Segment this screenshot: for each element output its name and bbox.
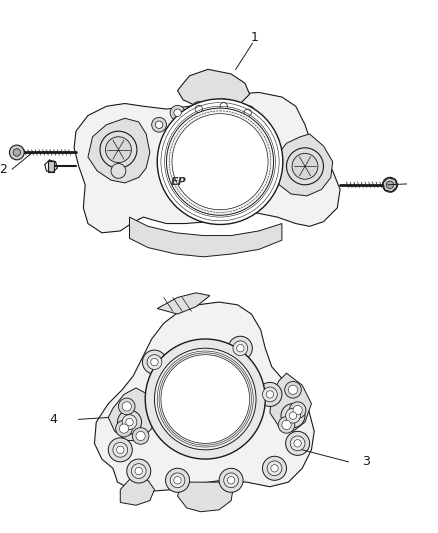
Circle shape <box>145 339 265 459</box>
Circle shape <box>240 106 255 120</box>
Circle shape <box>281 403 305 427</box>
Circle shape <box>191 102 206 116</box>
Polygon shape <box>177 69 250 109</box>
Circle shape <box>174 477 181 484</box>
Circle shape <box>288 385 297 394</box>
Polygon shape <box>270 373 311 431</box>
Polygon shape <box>130 217 282 257</box>
Circle shape <box>266 391 274 398</box>
Circle shape <box>113 442 127 457</box>
Circle shape <box>237 344 244 352</box>
Circle shape <box>292 154 318 179</box>
Circle shape <box>10 145 24 160</box>
Text: 4: 4 <box>49 413 57 426</box>
Circle shape <box>170 106 185 120</box>
Circle shape <box>290 436 305 451</box>
Circle shape <box>100 131 137 168</box>
Circle shape <box>131 464 146 479</box>
Polygon shape <box>95 302 314 491</box>
Circle shape <box>122 402 131 411</box>
Circle shape <box>120 424 129 433</box>
Circle shape <box>220 102 227 110</box>
Circle shape <box>147 354 162 369</box>
Circle shape <box>195 106 202 113</box>
Circle shape <box>289 402 306 418</box>
Circle shape <box>170 473 185 488</box>
Circle shape <box>293 406 302 415</box>
Circle shape <box>155 348 256 450</box>
Circle shape <box>262 456 286 480</box>
Circle shape <box>286 148 323 185</box>
Text: 1: 1 <box>250 30 258 44</box>
Text: 3: 3 <box>362 455 370 469</box>
Circle shape <box>161 354 250 443</box>
Polygon shape <box>74 92 340 233</box>
Circle shape <box>282 420 291 430</box>
Circle shape <box>142 350 166 374</box>
Circle shape <box>13 149 21 156</box>
Circle shape <box>285 382 301 398</box>
Circle shape <box>386 181 394 189</box>
Circle shape <box>233 341 248 356</box>
Circle shape <box>174 109 181 116</box>
Circle shape <box>286 431 310 455</box>
Circle shape <box>224 473 239 488</box>
Circle shape <box>278 417 295 433</box>
Circle shape <box>155 121 163 128</box>
Circle shape <box>126 418 133 426</box>
Circle shape <box>382 177 397 192</box>
Circle shape <box>271 465 278 472</box>
Circle shape <box>267 461 282 475</box>
Circle shape <box>227 477 235 484</box>
Text: EP: EP <box>171 177 187 187</box>
Polygon shape <box>276 134 333 196</box>
Circle shape <box>132 427 149 445</box>
Circle shape <box>262 387 277 402</box>
Circle shape <box>111 164 126 179</box>
Polygon shape <box>88 118 150 183</box>
Circle shape <box>258 382 282 407</box>
Polygon shape <box>48 161 54 172</box>
Circle shape <box>151 358 158 366</box>
Polygon shape <box>108 388 155 441</box>
Circle shape <box>157 99 283 224</box>
Circle shape <box>116 420 132 437</box>
Circle shape <box>172 114 268 209</box>
Circle shape <box>244 109 251 116</box>
Polygon shape <box>157 293 210 314</box>
Text: 2: 2 <box>436 169 438 182</box>
Text: 2: 2 <box>0 163 7 176</box>
Circle shape <box>228 336 252 360</box>
Circle shape <box>166 469 190 492</box>
Circle shape <box>135 467 142 475</box>
Circle shape <box>152 117 166 132</box>
Polygon shape <box>177 482 233 512</box>
Circle shape <box>219 469 243 492</box>
Circle shape <box>289 412 297 419</box>
Circle shape <box>108 438 132 462</box>
Circle shape <box>166 108 274 215</box>
Circle shape <box>216 99 231 114</box>
Circle shape <box>118 398 135 415</box>
Circle shape <box>117 410 141 434</box>
Circle shape <box>136 431 145 441</box>
Polygon shape <box>120 478 155 505</box>
Circle shape <box>127 459 151 483</box>
Circle shape <box>117 446 124 454</box>
Circle shape <box>286 408 300 423</box>
Circle shape <box>294 440 301 447</box>
Circle shape <box>106 137 131 163</box>
Circle shape <box>122 415 137 430</box>
